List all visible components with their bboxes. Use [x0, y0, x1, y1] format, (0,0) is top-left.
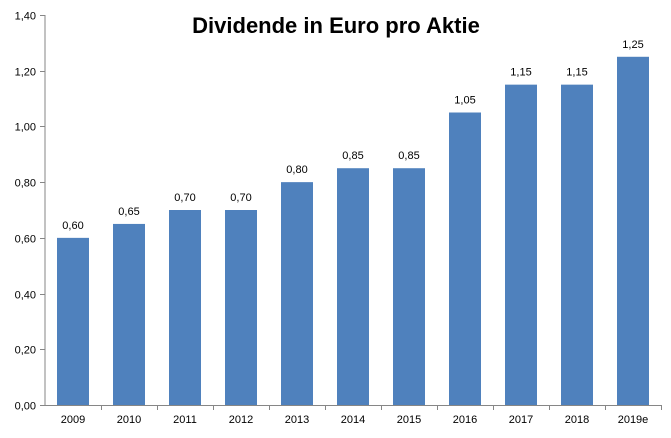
bar	[505, 84, 537, 406]
data-label: 1,15	[566, 67, 587, 79]
bar	[113, 223, 145, 405]
x-tick-label: 2017	[509, 414, 533, 426]
data-label: 0,60	[62, 220, 83, 232]
bar	[225, 210, 257, 405]
bar	[561, 84, 593, 406]
y-tick-label: 1,40	[15, 11, 36, 23]
bar	[281, 182, 313, 405]
x-tick-label: 2018	[565, 414, 589, 426]
data-label: 0,70	[174, 192, 195, 204]
x-tick-label: 2012	[229, 414, 253, 426]
x-tick-label: 2015	[397, 414, 421, 426]
bar	[449, 112, 481, 405]
x-tick-label: 2016	[453, 414, 477, 426]
y-tick-label: 0,60	[15, 234, 36, 246]
x-tick-label: 2013	[285, 414, 309, 426]
y-tick-label: 0,80	[15, 178, 36, 190]
x-tick-label: 2009	[61, 414, 85, 426]
chart-title: Dividende in Euro pro Aktie	[192, 13, 480, 38]
data-label: 0,85	[398, 150, 419, 162]
bar	[169, 210, 201, 405]
y-axis: 0,00 0,20 0,40 0,60 0,80 1,00 1,20 1,40	[15, 11, 46, 413]
y-tick-label: 0,00	[15, 401, 36, 413]
bar	[57, 237, 89, 405]
bar	[337, 168, 369, 405]
data-labels: 0,60 0,65 0,70 0,70 0,80 0,85 0,85 1,05 1,15 1,15…	[62, 39, 643, 232]
y-tick-label: 1,00	[15, 122, 36, 134]
data-label: 0,80	[286, 164, 307, 176]
data-label: 0,70	[230, 192, 251, 204]
data-label: 1,05	[454, 95, 475, 107]
data-label: 1,25	[622, 39, 643, 51]
bar	[393, 168, 425, 405]
y-tick-label: 1,20	[15, 67, 36, 79]
x-tick-label: 2019e	[618, 414, 649, 426]
x-axis: 2009 2010 2011 2012 2013 2014 2015 2016 2017 2018…	[45, 405, 662, 426]
data-label: 0,65	[118, 206, 139, 218]
data-label: 1,15	[510, 67, 531, 79]
bars	[57, 56, 649, 406]
y-tick-label: 0,40	[15, 290, 36, 302]
bar	[617, 56, 649, 406]
data-label: 0,85	[342, 150, 363, 162]
x-tick-label: 2010	[117, 414, 141, 426]
x-tick-label: 2014	[341, 414, 365, 426]
x-tick-label: 2011	[173, 414, 197, 426]
y-tick-label: 0,20	[15, 345, 36, 357]
